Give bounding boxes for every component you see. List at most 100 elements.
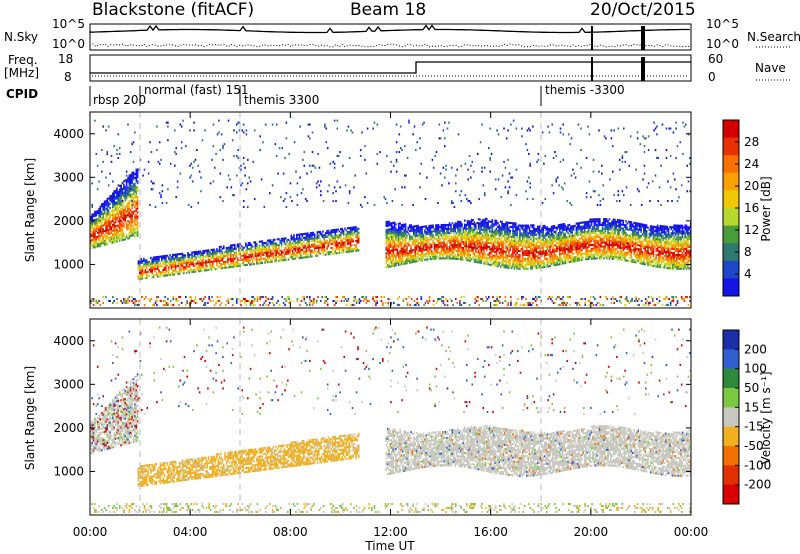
range-gate-cell [231,261,233,264]
range-gate-cell [165,266,167,269]
range-gate-cell [92,236,95,239]
range-gate-cell [323,234,326,237]
range-gate-cell [136,217,139,220]
range-gate-cell [619,258,622,261]
range-gate-cell [113,229,115,232]
range-gate-cell [400,261,403,264]
range-gate-cell [242,258,244,261]
range-gate-cell [221,247,224,250]
range-gate-cell [264,247,266,250]
range-gate-cell [607,235,609,238]
range-gate-cell [524,226,527,229]
range-gate-cell [320,242,323,245]
range-gate-cell [388,244,390,247]
range-gate-cell [187,269,189,272]
range-gate-cell [552,233,554,236]
range-gate-cell [513,247,516,250]
range-gate-cell [242,250,244,253]
range-gate-cell [265,245,268,248]
range-gate-cell [254,245,257,248]
range-gate-cell [238,247,240,250]
range-gate-cell [432,226,434,229]
range-gate-cell [439,253,441,256]
range-gate-cell [435,234,437,237]
range-gate-cell [120,229,122,232]
range-gate-cell [469,255,472,258]
range-gate-cell [247,253,250,256]
range-gate-cell [610,251,612,254]
range-gate-cell [302,250,305,253]
range-gate-cell [139,262,141,265]
range-gate-cell [497,237,499,240]
range-gate-cell [413,254,415,257]
range-gate-cell [282,259,284,262]
range-gate-cell [125,216,128,219]
range-gate-cell [147,261,149,264]
range-gate-cell [505,233,507,236]
range-gate-cell [305,250,308,253]
range-gate-cell [342,231,345,234]
range-gate-cell [571,248,573,251]
range-gate-cell [557,257,560,260]
range-gate-cell [421,235,423,238]
range-gate-cell [120,200,122,203]
range-gate-cell [128,207,131,210]
range-gate-cell [469,240,472,243]
range-gate-cell [442,229,444,232]
range-gate-cell [229,244,232,247]
range-gate-cell [470,222,473,225]
range-gate-cell [192,263,195,266]
range-gate-cell [98,235,100,238]
range-gate-cell [561,258,564,261]
range-gate-cell [546,226,549,229]
range-gate-cell [501,242,503,245]
range-gate-cell [516,232,518,235]
range-gate-cell [612,220,615,223]
range-gate-cell [455,232,458,235]
range-gate-cell [128,190,131,193]
range-gate-cell [189,269,192,272]
range-gate-cell [418,226,421,229]
range-gate-cell [131,171,133,174]
range-gate-cell [154,264,156,267]
range-gate-cell [549,261,551,264]
range-gate-cell [116,195,118,198]
range-gate-cell [96,212,99,215]
range-gate-cell [614,248,616,251]
range-gate-cell [531,236,534,239]
range-gate-cell [128,227,131,230]
range-gate-cell [541,242,543,245]
range-gate-cell [549,259,551,262]
range-gate-cell [163,257,166,260]
range-gate-cell [234,265,236,268]
range-gate-cell [509,255,511,258]
range-gate-cell [622,231,624,234]
range-gate-cell [329,241,331,244]
range-gate-cell [191,263,193,266]
range-gate-cell [203,251,206,254]
range-gate-cell [622,227,624,230]
range-gate-cell [345,247,348,250]
range-gate-cell [610,249,612,252]
range-gate-cell [484,235,487,238]
range-gate-cell [466,220,469,223]
range-gate-cell [124,214,126,217]
range-gate-cell [446,224,448,227]
range-gate-cell [570,245,572,248]
range-gate-cell [554,256,557,259]
range-gate-cell [172,254,174,257]
range-gate-cell [481,238,484,241]
range-gate-cell [530,232,532,235]
range-gate-cell [107,232,110,235]
range-gate-cell [257,248,259,251]
range-gate-cell [151,268,153,271]
range-gate-cell [318,250,320,253]
range-gate-cell [447,224,450,227]
range-gate-cell [150,264,152,267]
range-gate-cell [473,237,476,240]
range-gate-cell [505,239,507,242]
range-gate-cell [553,236,556,239]
range-gate-cell [457,244,459,247]
range-gate-cell [341,245,343,248]
range-gate-cell [527,253,529,256]
